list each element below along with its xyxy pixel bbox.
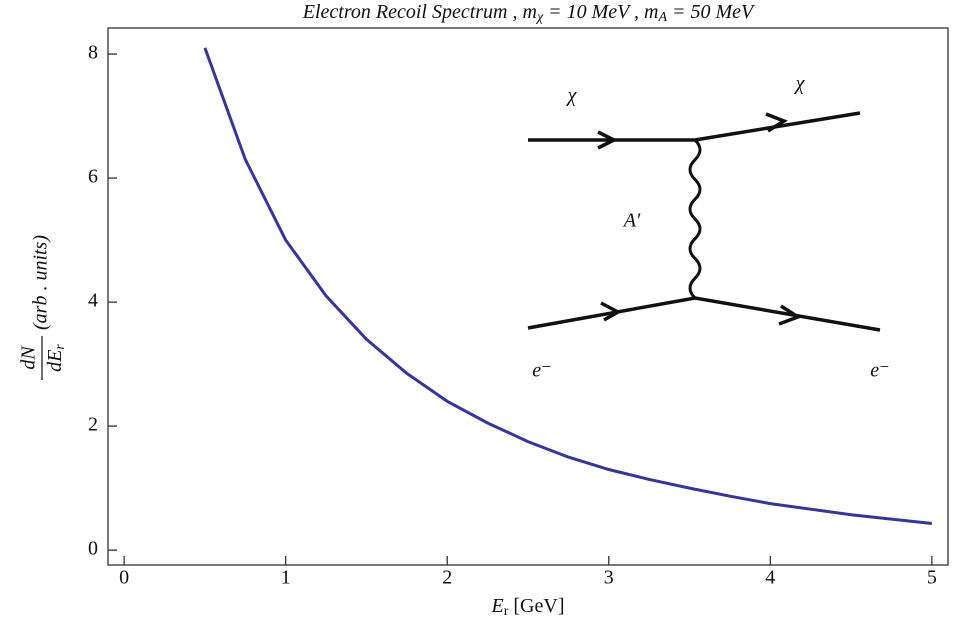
chart-title: Electron Recoil Spectrum , mχ = 10 MeV ,… <box>302 1 756 26</box>
arrow <box>765 112 788 133</box>
y-tick-label: 2 <box>88 414 98 436</box>
y-tick-label: 8 <box>88 42 98 64</box>
diagram-label: χ <box>566 85 578 107</box>
arrow <box>600 301 622 322</box>
plot-frame <box>107 27 949 566</box>
arrow <box>597 130 618 150</box>
label-part: [GeV] <box>508 595 564 617</box>
diagram-label: e⁻ <box>870 360 889 382</box>
label-part: E <box>491 595 504 617</box>
chi-line <box>528 111 861 142</box>
feynman-diagram <box>527 111 881 332</box>
diagram-label: A′ <box>622 210 641 232</box>
x-axis-label: Er [GeV] <box>491 595 565 620</box>
diagram-label: χ <box>794 73 806 95</box>
x-tick-label: 2 <box>442 567 452 589</box>
label-part: = 10 MeV , m <box>543 1 658 23</box>
x-tick-label: 3 <box>604 567 614 589</box>
diagram-label: e⁻ <box>532 360 551 382</box>
photon-line <box>688 138 702 300</box>
y-tick-label: 4 <box>88 290 98 312</box>
electron-line <box>527 296 881 332</box>
y-label-denominator: dEr <box>44 344 69 372</box>
y-label-units: (arb . units) <box>30 235 52 330</box>
x-tick-label: 5 <box>927 567 937 589</box>
y-tick-label: 0 <box>88 538 98 560</box>
y-label-numerator: dN <box>18 345 40 370</box>
x-tick-label: 1 <box>281 567 291 589</box>
x-tick-label: 0 <box>119 567 129 589</box>
subscript: χ <box>535 10 544 25</box>
y-axis-label: dN dEr (arb . units) <box>18 235 69 380</box>
data-line <box>203 47 933 525</box>
label-part: Electron Recoil Spectrum , m <box>302 1 537 23</box>
subscript: r <box>53 344 68 350</box>
x-tick-label: 4 <box>765 567 775 589</box>
y-tick-label: 6 <box>88 166 98 188</box>
subscript: A <box>657 10 667 25</box>
subscript: r <box>504 604 509 619</box>
label-part: = 50 MeV <box>667 1 756 23</box>
label-part: dE <box>44 350 66 372</box>
arrow <box>778 304 802 326</box>
